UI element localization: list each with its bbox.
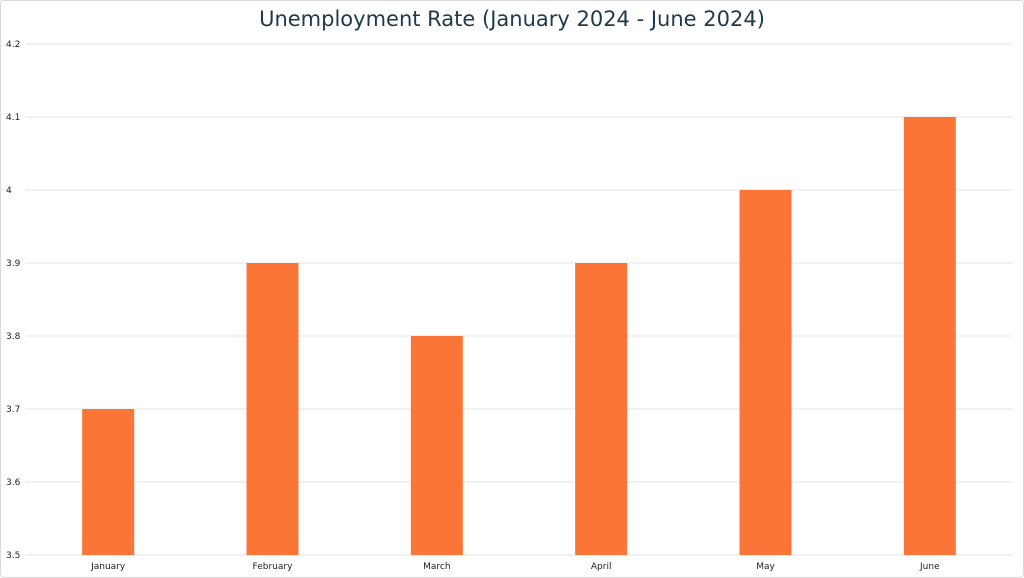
- x-tick-label: June: [919, 562, 940, 572]
- bar: [410, 336, 463, 555]
- grid-lines: [26, 43, 1012, 556]
- bar: [903, 117, 956, 555]
- x-tick-label: February: [253, 562, 294, 572]
- y-tick-label: 3.9: [6, 259, 21, 269]
- y-tick-label: 4.2: [6, 40, 20, 50]
- bar: [575, 263, 628, 555]
- y-tick-label: 3.6: [6, 478, 21, 488]
- x-tick-label: March: [423, 562, 450, 572]
- bar: [246, 263, 299, 555]
- x-axis-ticks: January February March April May June: [90, 562, 940, 572]
- bar: [739, 190, 792, 555]
- bar: [82, 409, 135, 555]
- x-tick-label: January: [90, 562, 126, 572]
- y-tick-label: 3.5: [6, 551, 20, 561]
- y-tick-label: 3.7: [6, 405, 20, 415]
- y-tick-label: 4: [6, 186, 12, 196]
- y-tick-label: 4.1: [6, 113, 20, 123]
- bars: [82, 117, 956, 555]
- x-tick-label: April: [591, 562, 612, 572]
- y-tick-label: 3.8: [6, 332, 21, 342]
- chart-title: Unemployment Rate (January 2024 - June 2…: [259, 7, 765, 31]
- y-axis-ticks: 3.5 3.6 3.7 3.8 3.9 4 4.1 4.2: [6, 40, 21, 561]
- x-tick-label: May: [756, 562, 775, 572]
